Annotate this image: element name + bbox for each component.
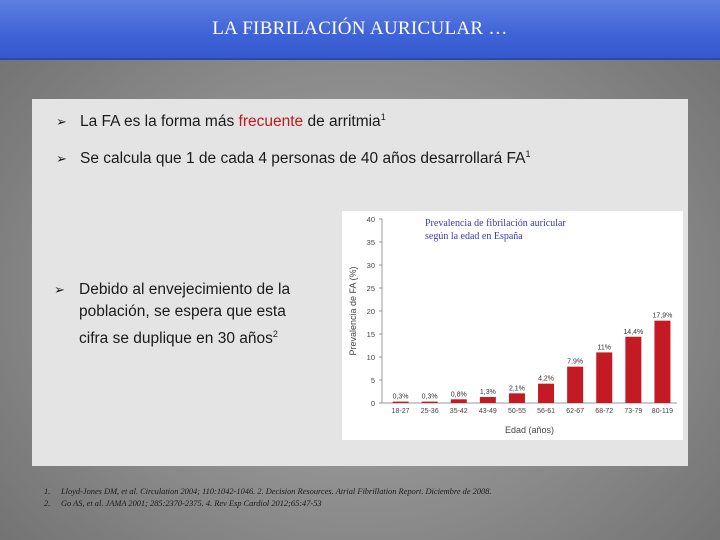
x-tick-label: 62-67 — [566, 408, 584, 415]
x-tick-label: 50-55 — [508, 408, 526, 415]
data-label: 4,2% — [538, 376, 554, 383]
chart-box: 0 5 10 15 20 25 30 35 40 0,3% 18-27 0,3% 25-36 0,8% 35… — [342, 211, 683, 440]
bullet-1-text: La FA es la forma más — [80, 113, 239, 130]
bar — [479, 397, 496, 403]
chart-title-line-2: según la edad en España — [425, 231, 523, 242]
reference-text: Go AS, et al. JAMA 2001; 285:2370-2375. … — [61, 499, 322, 508]
data-label: 14,4% — [623, 329, 643, 336]
prevalence-chart: 0 5 10 15 20 25 30 35 40 0,3% 18-27 0,3% 25-36 0,8% 35… — [348, 215, 677, 435]
slide-title: LA FIBRILACIÓN AURICULAR … — [212, 18, 508, 39]
chart-title: Prevalencia de fibrilación auricular seg… — [425, 217, 635, 243]
x-tick-label: 43-49 — [479, 408, 497, 415]
data-label: 0,3% — [422, 394, 438, 401]
arrow-bullet-icon: ➢ — [56, 114, 67, 129]
bar — [654, 320, 671, 403]
bullet-3-line-3: cifra se duplique en 30 años — [79, 330, 273, 347]
bar — [450, 399, 467, 403]
x-tick-label: 35-42 — [450, 408, 468, 415]
y-tick-label: 10 — [367, 353, 375, 362]
y-tick-label: 40 — [367, 215, 375, 224]
bar — [392, 401, 409, 403]
bullet-1-highlight: frecuente — [238, 113, 304, 130]
bar — [421, 401, 438, 403]
bar — [508, 393, 525, 403]
bar — [596, 352, 613, 403]
y-tick-label: 25 — [367, 284, 375, 293]
data-label: 0,3% — [393, 394, 409, 401]
reference-number: 1. — [44, 487, 51, 496]
bullet-3-ref: 2 — [272, 329, 278, 339]
data-label: 17,9% — [653, 313, 673, 320]
x-tick-label: 73-79 — [624, 408, 642, 415]
bar — [538, 383, 555, 403]
references: 1. Lloyd-Jones DM, et al. Circulation 200… — [44, 486, 491, 510]
y-tick-label: 5 — [371, 376, 375, 385]
x-tick-label: 18-27 — [392, 408, 410, 415]
arrow-bullet-icon: ➢ — [54, 282, 65, 297]
data-label: 2,1% — [509, 385, 525, 392]
data-label: 11% — [598, 344, 612, 351]
x-tick-label: 80-119 — [652, 408, 673, 415]
y-tick-label: 20 — [367, 307, 375, 316]
x-tick-label: 25-36 — [421, 408, 439, 415]
bullet-3-line-2: población, se espera que esta — [79, 303, 286, 320]
x-tick-label: 56-61 — [537, 408, 555, 415]
x-axis-title: Edad (años) — [505, 425, 554, 435]
bullet-1-text-end: de arritmia — [303, 113, 381, 130]
title-bar — [0, 0, 720, 60]
chart-title-line-1: Prevalencia de fibrilación auricular — [425, 218, 566, 229]
data-label: 0,8% — [451, 391, 467, 398]
reference-2: 2. Go AS, et al. JAMA 2001; 285:2370-2375… — [44, 498, 491, 510]
y-tick-label: 30 — [367, 261, 375, 270]
y-axis-title: Prevalencia de FA (%) — [348, 266, 358, 355]
y-tick-label: 35 — [367, 238, 375, 247]
bullet-3-line-1: Debido al envejecimiento de la — [79, 281, 291, 298]
y-tick-label: 15 — [367, 330, 375, 339]
bar — [567, 366, 584, 403]
reference-text: Lloyd-Jones DM, et al. Circulation 2004;… — [61, 487, 492, 496]
y-tick-label: 0 — [371, 399, 375, 408]
bullet-1: ➢ La FA es la forma más frecuente de arri… — [56, 112, 386, 131]
reference-1: 1. Lloyd-Jones DM, et al. Circulation 200… — [44, 486, 491, 498]
bar — [625, 336, 642, 403]
bullet-2-text: Se calcula que 1 de cada 4 personas de 4… — [80, 150, 526, 167]
arrow-bullet-icon: ➢ — [56, 151, 67, 166]
bullet-2-ref: 1 — [525, 149, 531, 159]
data-label: 1,3% — [480, 389, 496, 396]
reference-number: 2. — [44, 499, 51, 508]
data-label: 7,9% — [567, 359, 583, 366]
bullet-2: ➢ Se calcula que 1 de cada 4 personas de … — [56, 149, 531, 168]
bullet-1-ref: 1 — [380, 112, 386, 122]
x-tick-label: 68-72 — [595, 408, 613, 415]
